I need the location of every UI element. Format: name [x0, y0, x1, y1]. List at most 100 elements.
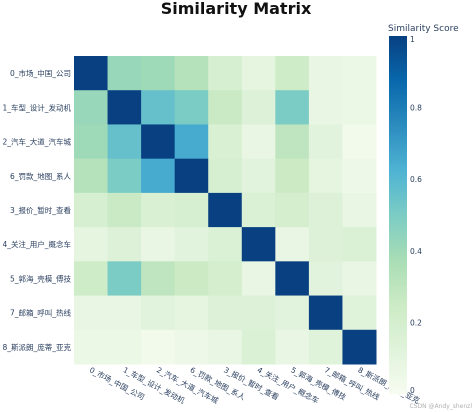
heatmap-cell-3-2	[141, 158, 176, 194]
heatmap-cell-4-1	[107, 192, 142, 228]
heatmap-cell-8-1	[107, 329, 142, 365]
y-tick-label: 2_汽车_大道_汽车城	[2, 137, 71, 147]
heatmap-cell-2-7	[308, 124, 343, 160]
heatmap-cell-7-7	[308, 295, 343, 331]
heatmap-cell-4-4	[208, 192, 243, 228]
heatmap-cell-8-3	[174, 329, 209, 365]
heatmap-cell-6-5	[241, 261, 276, 297]
colorbar	[389, 36, 407, 394]
y-tick-label: 1_车型_设计_发动机	[2, 102, 71, 112]
heatmap-cell-4-6	[275, 192, 310, 228]
heatmap-cell-6-8	[342, 261, 377, 297]
heatmap-cell-0-8	[342, 56, 377, 91]
heatmap-cell-3-4	[208, 158, 243, 194]
y-tick-label: 3_报价_暂时_查看	[10, 205, 72, 215]
heatmap-cell-2-1	[107, 124, 142, 160]
heatmap-cell-5-4	[208, 227, 243, 262]
heatmap-cell-3-6	[275, 158, 310, 194]
heatmap-cell-5-7	[308, 227, 343, 262]
heatmap-cell-8-8	[342, 329, 377, 365]
x-axis-tick-labels: 0_市场_中国_公司1_车型_设计_发动机2_汽车_大道_汽车城6_罚款_地图_…	[88, 364, 422, 405]
y-tick-label: 0_市场_中国_公司	[10, 68, 71, 78]
heatmap-cell-7-2	[141, 295, 176, 331]
x-tick-label: 7_邮箱_呼叫_热线	[323, 364, 382, 402]
heatmap-cell-2-8	[342, 124, 377, 160]
colorbar-tick-label: 0.8	[410, 104, 422, 113]
heatmap-cell-0-0	[74, 56, 109, 91]
heatmap-cell-8-7	[308, 329, 343, 365]
heatmap-cell-8-5	[241, 329, 276, 365]
heatmap-cell-1-5	[241, 90, 276, 125]
heatmap-cell-0-1	[107, 56, 142, 91]
y-tick-label: 8_斯派朗_庞蒂_亚克	[2, 342, 71, 352]
heatmap-cell-1-6	[275, 90, 310, 125]
heatmap-cell-3-0	[74, 158, 109, 194]
heatmap-cell-3-8	[342, 158, 377, 194]
heatmap-cell-3-5	[241, 158, 276, 194]
heatmap-cell-8-4	[208, 329, 243, 365]
heatmap-cell-1-7	[308, 90, 343, 125]
heatmap-cell-7-0	[74, 295, 109, 331]
heatmap-cell-1-2	[141, 90, 176, 125]
heatmap-cell-1-4	[208, 90, 243, 125]
heatmap-cell-2-3	[174, 124, 209, 160]
heatmap-cell-7-5	[241, 295, 276, 331]
heatmap-cell-1-0	[74, 90, 109, 125]
colorbar-title: Similarity Score	[388, 24, 459, 34]
heatmap-cell-5-8	[342, 227, 377, 262]
heatmap-cells	[74, 56, 377, 365]
heatmap-cell-0-5	[241, 56, 276, 91]
heatmap-cell-1-3	[174, 90, 209, 125]
heatmap-cell-4-5	[241, 192, 276, 228]
heatmap-cell-5-5	[241, 227, 276, 262]
x-tick-label: 0_市场_中国_公司	[88, 364, 147, 401]
heatmap-cell-3-3	[174, 158, 209, 194]
heatmap-cell-6-6	[275, 261, 310, 297]
heatmap-cell-0-4	[208, 56, 243, 91]
colorbar-tick-label: 0	[410, 386, 415, 395]
heatmap-cell-7-4	[208, 295, 243, 331]
y-tick-label: 5_郭海_壳模_傅技	[10, 273, 72, 283]
heatmap-cell-2-5	[241, 124, 276, 160]
heatmap-cell-4-2	[141, 192, 176, 228]
heatmap-cell-5-6	[275, 227, 310, 262]
colorbar-tick-labels: 0 0.2 0.4 0.6 0.8 1	[410, 35, 422, 395]
heatmap-cell-3-7	[308, 158, 343, 194]
heatmap-cell-7-8	[342, 295, 377, 331]
colorbar-tick-label: 0.2	[410, 318, 422, 327]
heatmap-cell-0-2	[141, 56, 176, 91]
heatmap-cell-5-0	[74, 227, 109, 262]
heatmap-cell-4-8	[342, 192, 377, 228]
heatmap-cell-5-3	[174, 227, 209, 262]
y-axis-tick-labels: 0_市场_中国_公司 1_车型_设计_发动机 2_汽车_大道_汽车城 6_罚款_地图_…	[2, 68, 71, 352]
heatmap-cell-4-3	[174, 192, 209, 228]
heatmap-cell-0-7	[308, 56, 343, 91]
heatmap-cell-7-3	[174, 295, 209, 331]
heatmap-cell-2-0	[74, 124, 109, 160]
heatmap-cell-6-2	[141, 261, 176, 297]
heatmap-cell-5-1	[107, 227, 142, 262]
heatmap-cell-1-1	[107, 90, 142, 125]
heatmap-cell-6-0	[74, 261, 109, 297]
heatmap-cell-0-3	[174, 56, 209, 91]
heatmap-cell-6-7	[308, 261, 343, 297]
colorbar-tick-label: 1	[410, 35, 415, 44]
heatmap-cell-8-0	[74, 329, 109, 365]
y-tick-label: 6_罚款_地图_系人	[10, 171, 72, 181]
heatmap-cell-4-0	[74, 192, 109, 228]
heatmap-cell-8-6	[275, 329, 310, 365]
colorbar-tick-label: 0.6	[410, 175, 422, 184]
heatmap-cell-0-6	[275, 56, 310, 91]
heatmap-cell-2-6	[275, 124, 310, 160]
chart-title: Similarity Matrix	[161, 0, 312, 18]
heatmap-cell-5-2	[141, 227, 176, 262]
heatmap-cell-2-2	[141, 124, 176, 160]
heatmap-cell-6-1	[107, 261, 142, 297]
heatmap-cell-6-3	[174, 261, 209, 297]
heatmap-cell-4-7	[308, 192, 343, 228]
y-tick-label: 4_关注_用户_概念车	[2, 239, 71, 249]
heatmap-cell-7-6	[275, 295, 310, 331]
heatmap-cell-3-1	[107, 158, 142, 194]
